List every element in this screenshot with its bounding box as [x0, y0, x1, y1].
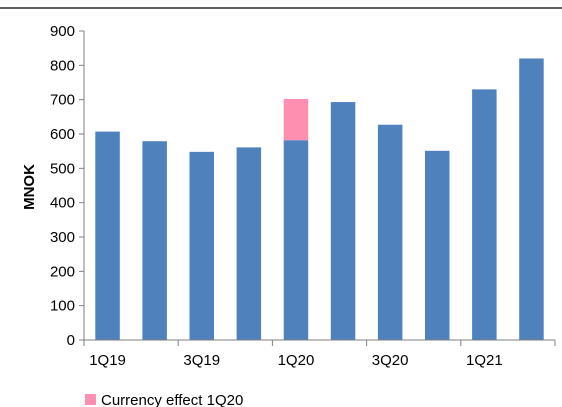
bar-1Q21: [472, 89, 497, 340]
y-tick-label: 100: [50, 298, 75, 315]
y-tick-label: 700: [50, 92, 75, 109]
y-tick-label: 500: [50, 160, 75, 177]
x-axis-ticks: 1Q19 3Q19 1Q20 3Q20 1Q21: [83, 340, 556, 369]
bar-2Q20: [330, 102, 356, 340]
bar-3Q19: [189, 151, 214, 340]
y-tick-label: 600: [50, 126, 75, 143]
y-tick-label: 300: [50, 229, 75, 246]
bars: [95, 58, 544, 340]
y-tick-label: 0: [67, 332, 75, 349]
bar-3Q20: [377, 124, 403, 340]
bar-1Q19: [95, 131, 120, 340]
y-tick-label: 900: [50, 23, 75, 40]
bar-1Q20: [283, 140, 309, 340]
bar-2Q19: [142, 141, 167, 340]
legend-label: Currency effect 1Q20: [101, 392, 243, 407]
legend-swatch: [85, 394, 96, 405]
legend: Currency effect 1Q20: [85, 392, 243, 407]
x-tick-label: 1Q19: [89, 352, 126, 369]
bar-segment-currency-effect-1Q20: [283, 98, 309, 141]
y-axis-title: MNOK: [21, 164, 38, 210]
y-axis-ticks: 0 100 200 300 400 500 600 700 800 900: [50, 23, 84, 349]
x-tick-label: 1Q20: [278, 352, 315, 369]
y-tick-label: 200: [50, 263, 75, 280]
bar-2Q21: [519, 58, 544, 340]
x-tick-label: 3Q19: [183, 352, 220, 369]
y-tick-label: 800: [50, 57, 75, 74]
x-tick-label: 3Q20: [372, 352, 409, 369]
bar-4Q20: [425, 150, 450, 340]
y-tick-label: 400: [50, 195, 75, 212]
bar-4Q19: [236, 147, 262, 340]
x-tick-label: 1Q21: [466, 352, 503, 369]
